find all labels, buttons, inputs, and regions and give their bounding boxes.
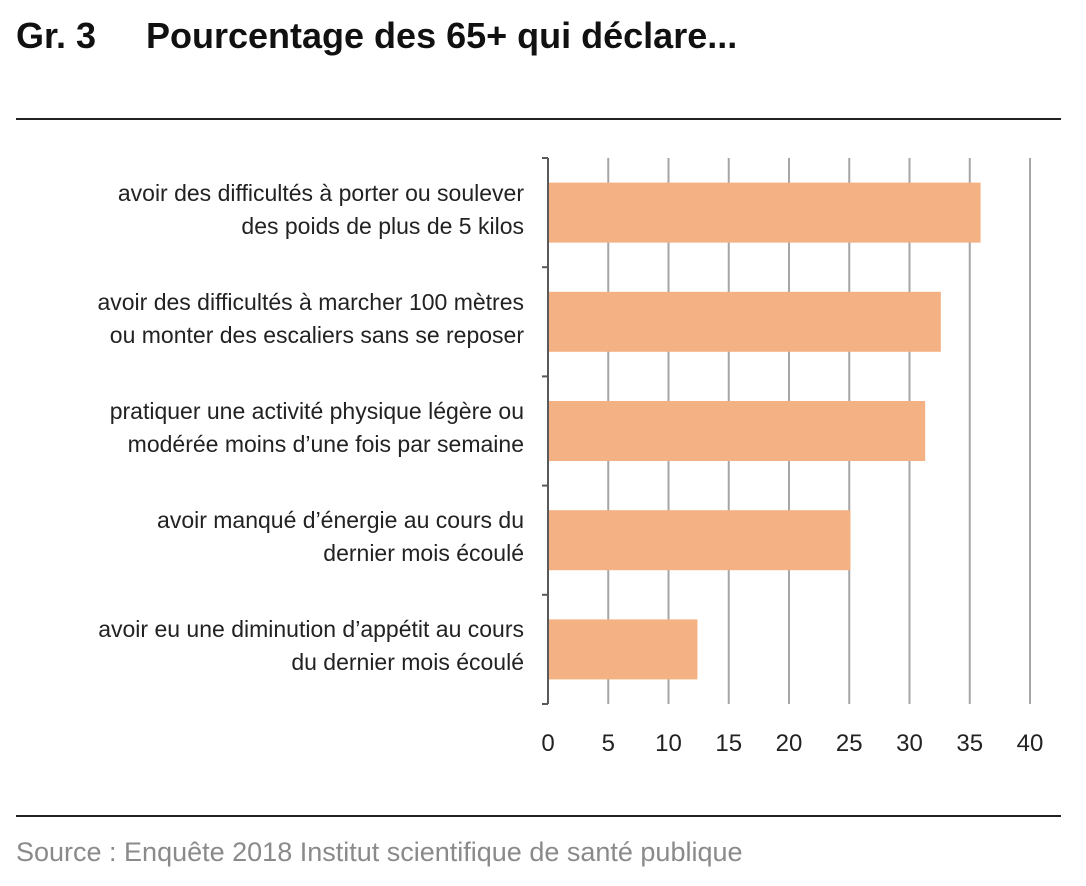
bar-5	[548, 619, 698, 680]
category-label-line: dernier mois écoulé	[323, 540, 524, 567]
source-note: Source : Enquête 2018 Institut scientifi…	[16, 837, 743, 867]
x-tick-label-0: 0	[541, 730, 554, 757]
top-rule	[16, 118, 1061, 120]
category-label-line: des poids de plus de 5 kilos	[241, 212, 524, 239]
category-label-4: avoir manqué d’énergie au cours du dernie…	[24, 504, 524, 570]
x-tick-label-15: 15	[715, 730, 742, 757]
figure-number: Gr. 3	[16, 15, 97, 56]
bar-4	[548, 510, 851, 571]
bar-1	[548, 182, 981, 243]
chart-header: Gr. 3 Pourcentage des 65+ qui déclare...	[16, 12, 1066, 60]
bottom-rule	[16, 815, 1061, 817]
category-label-line: ou monter des escaliers sans se reposer	[109, 321, 524, 348]
x-tick-label-25: 25	[836, 730, 863, 757]
x-tick-label-35: 35	[956, 730, 983, 757]
category-label-line: modérée moins d’une fois par semaine	[127, 431, 524, 457]
category-label-line: avoir des difficultés à porter ou soulev…	[117, 179, 524, 206]
category-label-line: pratiquer une activité physique légère o…	[109, 398, 524, 424]
chart-title: Pourcentage des 65+ qui déclare...	[146, 15, 738, 56]
category-label-2: avoir des difficultés à marcher 100 mètr…	[24, 286, 524, 352]
category-label-1: avoir des difficultés à porter ou soulev…	[24, 177, 524, 243]
bar-2	[548, 291, 941, 352]
category-label-line: avoir eu une diminution d’appétit au cou…	[98, 616, 524, 643]
bar-3	[548, 401, 926, 461]
category-label-line: avoir des difficultés à marcher 100 mètr…	[97, 288, 524, 315]
x-tick-label-5: 5	[602, 730, 615, 757]
category-label-line: avoir manqué d’énergie au cours du	[157, 507, 524, 534]
x-tick-label-30: 30	[896, 730, 923, 757]
category-label-line: du dernier mois écoulé	[291, 649, 524, 676]
category-label-3: pratiquer une activité physique légère o…	[24, 395, 524, 461]
x-tick-label-40: 40	[1017, 730, 1044, 757]
x-tick-label-10: 10	[655, 730, 682, 757]
category-label-5: avoir eu une diminution d’appétit au cou…	[24, 613, 524, 679]
x-tick-label-20: 20	[776, 730, 803, 757]
